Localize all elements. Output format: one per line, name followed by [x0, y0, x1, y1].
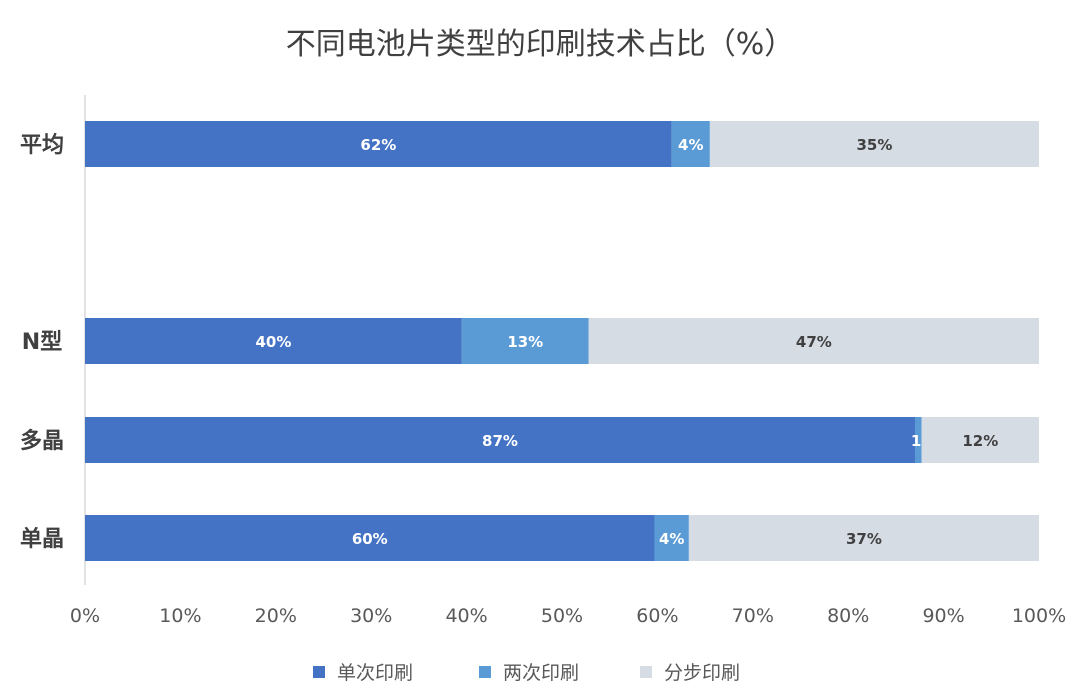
bar-segment	[85, 318, 462, 364]
data-label: 4%	[678, 136, 703, 154]
data-label: 62%	[360, 136, 396, 154]
bar-segment	[461, 318, 589, 364]
data-label: 87%	[482, 432, 518, 450]
x-tick-label: 40%	[445, 605, 487, 627]
x-tick-label: 0%	[70, 605, 100, 627]
bar-segment	[688, 515, 1039, 561]
bar-segment	[709, 121, 1039, 167]
data-label: 60%	[352, 530, 388, 548]
bar-segment	[85, 121, 672, 167]
x-tick-label: 20%	[255, 605, 297, 627]
legend-label: 两次印刷	[503, 662, 579, 684]
bar-segment	[921, 417, 1039, 463]
bar-segment	[671, 121, 710, 167]
x-tick-label: 50%	[541, 605, 583, 627]
data-label: 4%	[659, 530, 684, 548]
legend-swatch	[313, 666, 325, 678]
bar-segment	[85, 417, 915, 463]
data-label: 47%	[796, 333, 832, 351]
bars-group: 62%4%35%40%13%47%87%1%12%60%4%37%	[85, 121, 1039, 561]
x-tick-label: 80%	[827, 605, 869, 627]
category-label: 单晶	[20, 527, 64, 552]
chart-title: 不同电池片类型的印刷技术占比（%）	[286, 27, 795, 62]
legend-label: 分步印刷	[664, 662, 740, 684]
legend-swatch	[640, 666, 652, 678]
data-label: 12%	[962, 432, 998, 450]
category-label: N型	[22, 330, 62, 355]
x-tick-labels: 0% 10% 20% 30% 40% 50% 60% 70% 80% 90% 100%	[70, 605, 1066, 627]
x-tick-label: 100%	[1012, 605, 1066, 627]
x-tick-label: 90%	[922, 605, 964, 627]
data-label: 13%	[507, 333, 543, 351]
bar-segment	[654, 515, 689, 561]
category-label: 平均	[20, 132, 64, 158]
legend: 单次印刷 两次印刷 分步印刷	[313, 662, 740, 684]
category-label: 多晶	[20, 428, 64, 454]
bar-segment	[588, 318, 1039, 364]
data-label: 37%	[846, 530, 882, 548]
x-tick-label: 70%	[732, 605, 774, 627]
bar-segment	[85, 515, 655, 561]
bar-segment	[914, 417, 922, 463]
x-tick-label: 30%	[350, 605, 392, 627]
x-tick-label: 60%	[636, 605, 678, 627]
data-label: 35%	[856, 136, 892, 154]
data-label: 40%	[255, 333, 291, 351]
legend-label: 单次印刷	[337, 662, 413, 684]
legend-swatch	[479, 666, 491, 678]
x-tick-label: 10%	[159, 605, 201, 627]
